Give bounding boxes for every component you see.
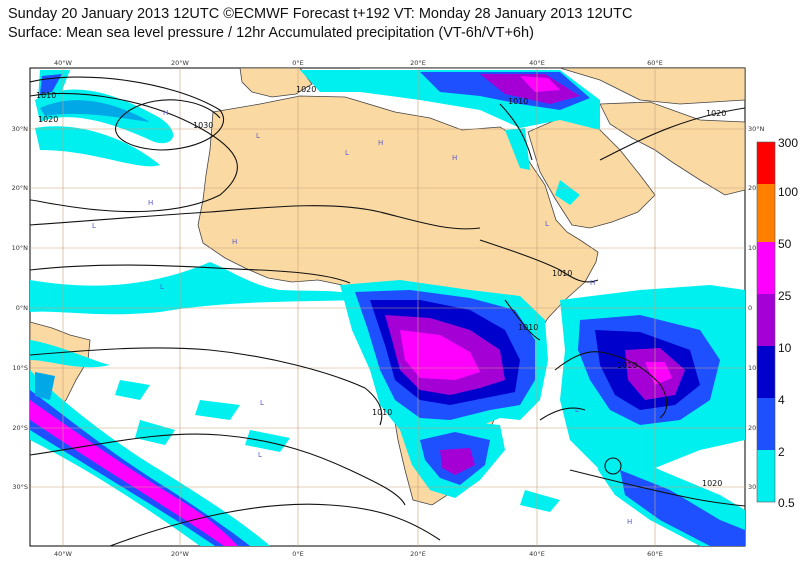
lon-label: 20°E xyxy=(410,59,426,67)
lon-label: 40°W xyxy=(54,59,73,67)
isobar-label: 1010 xyxy=(508,97,528,106)
map-subtitle: Surface: Mean sea level pressure / 12hr … xyxy=(8,25,534,41)
high-marker: H xyxy=(378,139,383,147)
isobars xyxy=(30,76,745,546)
lon-label: 40°W xyxy=(54,550,73,558)
isobar-label: 1030 xyxy=(193,121,213,130)
low-marker: L xyxy=(345,149,349,157)
isobar-label: 1020 xyxy=(296,85,316,94)
low-marker: L xyxy=(545,220,549,228)
high-marker: H xyxy=(148,199,153,207)
isobar-label: 1020 xyxy=(38,115,58,124)
high-marker: H xyxy=(627,518,632,526)
colorbar-label: 10 xyxy=(778,341,792,355)
colorbar-swatch-4 xyxy=(757,398,775,450)
lat-label: 10°N xyxy=(12,244,29,252)
precipitation-colorbar: 300 100 50 25 10 4 2 0.5 xyxy=(756,136,798,510)
colorbar-swatch-300 xyxy=(757,142,775,184)
low-marker: L xyxy=(258,451,262,459)
high-marker: H xyxy=(452,154,457,162)
bottom-longitude-labels: 40°W 20°W 0°E 20°E 40°E 60°E xyxy=(54,550,663,558)
low-marker: L xyxy=(575,406,579,414)
top-longitude-labels: 40°W 20°W 0°E 20°E 40°E 60°E xyxy=(54,59,663,67)
lon-label: 40°E xyxy=(529,550,545,558)
low-marker: L xyxy=(92,222,96,230)
colorbar-label: 4 xyxy=(778,393,785,407)
low-marker: L xyxy=(400,362,404,370)
lat-label: 0 xyxy=(748,304,752,312)
map-title: Sunday 20 January 2013 12UTC ©ECMWF Fore… xyxy=(8,6,633,22)
middle-east-landmass xyxy=(599,101,745,196)
lat-label: 30 xyxy=(748,483,756,491)
lon-label: 60°E xyxy=(647,59,663,67)
colorbar-swatch-25 xyxy=(757,294,775,346)
isobar-label: 1010 xyxy=(552,269,572,278)
low-marker: L xyxy=(256,132,260,140)
lat-label: 20 xyxy=(748,424,756,432)
lon-label: 40°E xyxy=(529,59,545,67)
isobar-label: 1020 xyxy=(706,109,726,118)
colorbar-label: 50 xyxy=(778,237,792,251)
isobar-label: 1010 xyxy=(617,361,637,370)
lat-label: 20°N xyxy=(12,184,29,192)
colorbar-label: 2 xyxy=(778,445,785,459)
right-latitude-labels: 30°N 20 10 0 10 20 30 xyxy=(748,125,765,491)
colorbar-swatch-2 xyxy=(757,450,775,502)
colorbar-label: 0.5 xyxy=(778,496,795,510)
lon-label: 60°E xyxy=(647,550,663,558)
lat-label: 10 xyxy=(748,364,756,372)
isobar-labels: 1010 1020 1030 1020 1010 1010 1010 1010 … xyxy=(36,85,726,488)
colorbar-label: 25 xyxy=(778,289,792,303)
low-marker: L xyxy=(160,283,164,291)
lon-label: 20°W xyxy=(171,59,190,67)
left-latitude-labels: 30°N 20°N 10°N 0°N 10°S 20°S 30°S xyxy=(12,125,29,491)
lat-label: 30°N xyxy=(12,125,29,133)
lat-label: 20 xyxy=(748,184,756,192)
colorbar-swatch-50 xyxy=(757,242,775,294)
colorbar-label: 300 xyxy=(778,136,798,150)
lon-label: 20°W xyxy=(171,550,190,558)
isobar-label: 1010 xyxy=(372,408,392,417)
graticule xyxy=(30,68,745,546)
lat-label: 30°S xyxy=(12,483,28,491)
colorbar-label: 100 xyxy=(778,185,798,199)
high-marker: H xyxy=(163,109,168,117)
lon-label: 0°E xyxy=(292,550,304,558)
isobar-label: 1010 xyxy=(518,323,538,332)
pressure-centers: H H H H H H H L L L L L L L L L xyxy=(92,109,632,526)
isobar-label: 1020 xyxy=(702,479,722,488)
lon-label: 0°E xyxy=(292,59,304,67)
precipitation-layer xyxy=(30,70,745,546)
lon-label: 20°E xyxy=(410,550,426,558)
lat-label: 0°N xyxy=(16,304,28,312)
high-marker: H xyxy=(232,238,237,246)
colorbar-swatch-10 xyxy=(757,346,775,398)
lat-label: 20°S xyxy=(12,424,28,432)
lat-label: 10 xyxy=(748,244,756,252)
lat-label: 10°S xyxy=(12,364,28,372)
low-marker: L xyxy=(260,399,264,407)
eurasia-landmass xyxy=(360,68,745,105)
isobar-label: 1010 xyxy=(36,91,56,100)
high-marker: H xyxy=(590,279,595,287)
lat-label: 30°N xyxy=(748,125,765,133)
colorbar-swatch-100 xyxy=(757,184,775,242)
